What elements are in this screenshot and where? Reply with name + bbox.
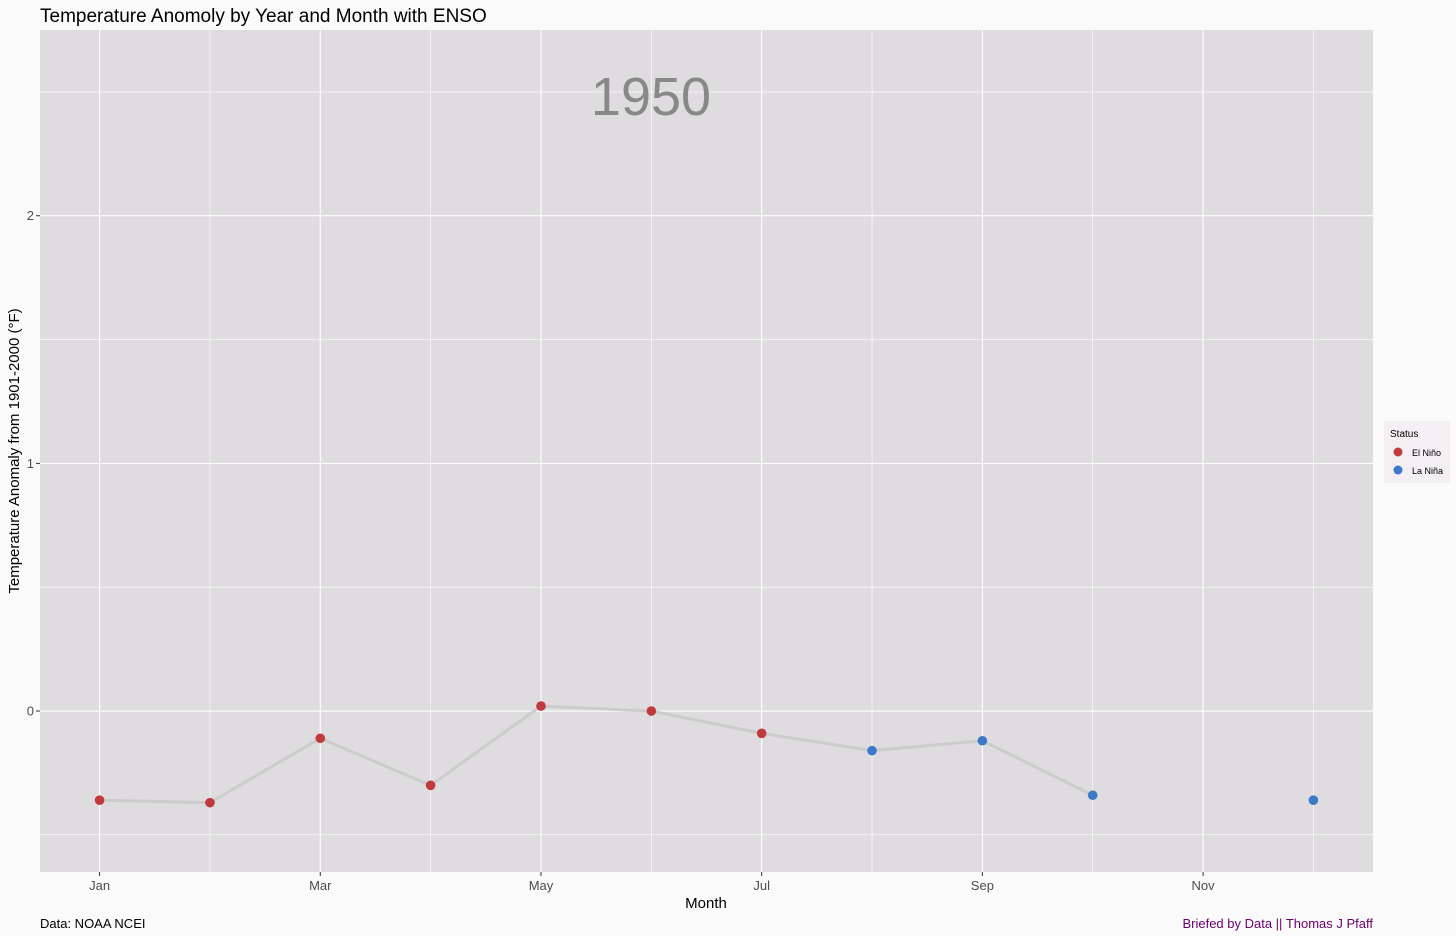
data-point-la-nina xyxy=(1087,790,1098,801)
y-tick-label: 1 xyxy=(27,456,34,471)
data-point-el-nino xyxy=(315,733,326,744)
x-tick-label: Sep xyxy=(971,878,994,893)
data-point-el-nino xyxy=(756,728,767,739)
legend-title: Status xyxy=(1390,429,1418,440)
legend-label-el-nino: El Niño xyxy=(1412,448,1441,458)
y-axis-label: Temperature Anomaly from 1901-2000 (°F) xyxy=(6,308,23,593)
y-tick-label: 2 xyxy=(27,208,34,223)
x-axis-label: Month xyxy=(685,895,727,912)
data-point-el-nino xyxy=(536,701,546,711)
y-tick-label: 0 xyxy=(27,704,34,719)
y-axis-ticks: 0 1 2 xyxy=(27,208,40,719)
legend: Status El Niño La Niña xyxy=(1384,421,1450,483)
x-tick-label: May xyxy=(529,878,554,893)
x-tick-label: Jan xyxy=(89,878,110,893)
chart-title: Temperature Anomoly by Year and Month wi… xyxy=(40,6,487,27)
x-axis-ticks: Jan Mar May Jul Sep Nov xyxy=(89,872,1215,893)
x-tick-label: Jul xyxy=(753,878,770,893)
data-points xyxy=(94,701,1319,808)
x-tick-label: Nov xyxy=(1192,878,1216,893)
legend-label-la-nina: La Niña xyxy=(1412,466,1443,476)
x-tick-label: Mar xyxy=(309,878,332,893)
caption-credit: Briefed by Data || Thomas J Pfaff xyxy=(1182,916,1373,931)
legend-swatch-el-nino xyxy=(1393,447,1403,457)
data-point-la-nina xyxy=(977,735,988,746)
year-label: 1950 xyxy=(591,67,711,127)
caption-source: Data: NOAA NCEI xyxy=(40,916,145,931)
plot-panel xyxy=(40,30,1373,872)
series-line xyxy=(98,704,1095,805)
data-point-el-nino xyxy=(205,797,215,808)
data-point-el-nino xyxy=(425,780,436,791)
data-line xyxy=(98,704,1095,805)
data-point-el-nino xyxy=(94,795,105,805)
data-point-el-nino xyxy=(646,706,657,716)
data-point-la-nina xyxy=(867,745,877,756)
legend-swatch-la-nina xyxy=(1393,465,1403,475)
data-point-la-nina xyxy=(1308,795,1319,805)
